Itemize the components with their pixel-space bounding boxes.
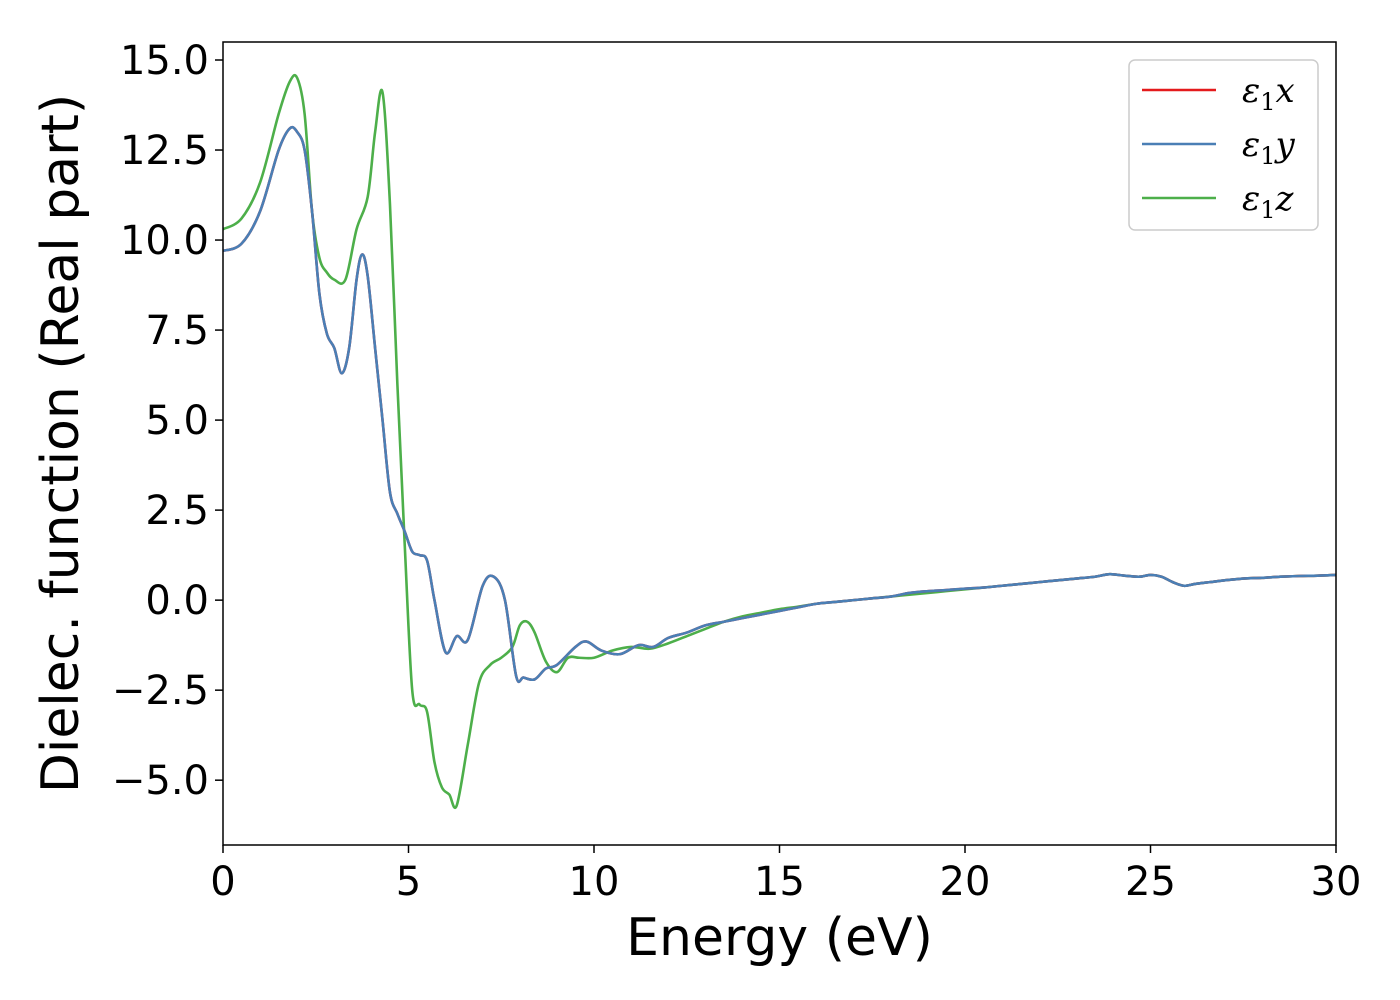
y-tick-label: 10.0 [120, 218, 209, 264]
x-axis-label: Energy (eV) [626, 908, 933, 968]
y-axis: −5.0 −2.5 0.0 2.5 5.0 7.5 10.0 12.5 15.0 [112, 38, 223, 804]
y-tick-label: 15.0 [120, 38, 209, 84]
x-tick-label: 30 [1311, 859, 1362, 905]
x-tick-label: 5 [396, 859, 421, 905]
y-tick-label: 12.5 [120, 128, 209, 174]
legend-label: ε1y [1242, 125, 1296, 170]
legend-box [1128, 59, 1319, 231]
x-tick-label: 0 [210, 859, 235, 905]
y-tick-label: −2.5 [112, 668, 209, 714]
x-tick-label: 15 [754, 859, 805, 905]
series-layer [223, 73, 1336, 809]
y-tick-label: 5.0 [145, 398, 209, 444]
legend-label: ε1z [1242, 179, 1295, 224]
x-axis: 0 5 10 15 20 25 30 [210, 845, 1361, 905]
x-tick-label: 25 [1125, 859, 1176, 905]
y-tick-label: −5.0 [112, 758, 209, 804]
legend-label: ε1x [1242, 71, 1295, 116]
y-tick-label: 0.0 [145, 578, 209, 624]
x-tick-label: 10 [569, 859, 620, 905]
y-tick-label: 2.5 [145, 488, 209, 534]
x-tick-label: 20 [940, 859, 991, 905]
legend: ε1x ε1y ε1z [1128, 59, 1319, 231]
y-tick-label: 7.5 [145, 308, 209, 354]
y-axis-label: Dielec. function (Real part) [31, 94, 91, 793]
series-line-y [223, 125, 1336, 684]
